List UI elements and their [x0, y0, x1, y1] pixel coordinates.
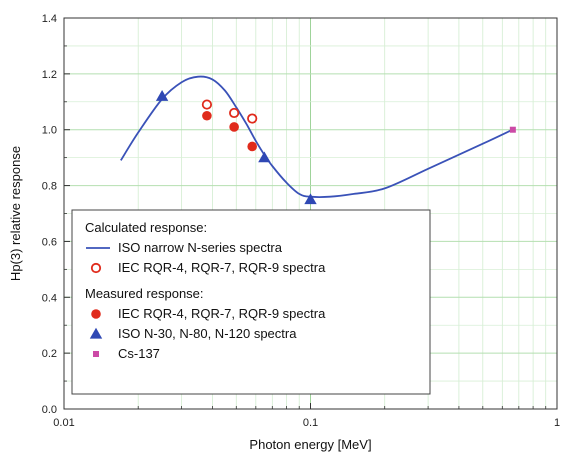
legend-label: ISO N-30, N-80, N-120 spectra	[118, 326, 297, 341]
x-tick-label: 0.1	[303, 417, 318, 429]
axis-ticks: 0.01 0.1 1 0.0 0.2 0.4 0.6 0.8 1.0 1.2 1.4	[42, 13, 560, 429]
legend-symbol	[93, 351, 99, 357]
legend-symbol	[91, 309, 101, 319]
y-tick-label: 0.6	[42, 236, 57, 248]
legend-heading: Calculated response:	[85, 220, 207, 235]
data-point	[304, 193, 317, 205]
series-layer	[120, 75, 516, 205]
legend-heading: Measured response:	[85, 286, 204, 301]
axis-titles: Photon energy [MeV] Hp(3) relative respo…	[8, 146, 372, 452]
legend-symbol	[90, 262, 102, 274]
data-point	[155, 90, 169, 101]
legend-symbol	[89, 327, 103, 339]
series-iec-calc	[201, 99, 258, 124]
series-cs137	[509, 126, 516, 133]
series-iso-meas	[155, 90, 317, 205]
x-axis-title: Photon energy [MeV]	[249, 437, 371, 452]
x-tick-label: 0.01	[53, 417, 74, 429]
y-tick-label: 1.0	[42, 125, 57, 137]
legend-label: ISO narrow N-series spectra	[118, 240, 283, 255]
x-tick-label: 1	[554, 417, 560, 429]
legend-box	[71, 209, 431, 395]
data-point	[247, 141, 257, 152]
legend: Calculated response: ISO narrow N-series …	[71, 209, 431, 395]
y-axis-title: Hp(3) relative response	[8, 146, 23, 281]
data-point	[229, 107, 240, 119]
data-point	[258, 151, 271, 163]
legend-label: Cs-137	[118, 346, 160, 361]
series-iec-meas	[202, 110, 257, 152]
data-point	[247, 113, 258, 124]
y-tick-label: 1.2	[42, 69, 57, 81]
y-tick-label: 0.4	[42, 292, 57, 304]
legend-label: IEC RQR-4, RQR-7, RQR-9 spectra	[118, 306, 326, 321]
data-point	[509, 126, 516, 133]
y-tick-label: 0.0	[42, 404, 57, 416]
data-point	[201, 99, 213, 110]
data-point	[202, 110, 212, 121]
y-tick-label: 0.8	[42, 181, 57, 193]
data-point	[229, 122, 239, 132]
y-tick-label: 1.4	[42, 13, 57, 25]
y-tick-label: 0.2	[42, 348, 57, 360]
legend-label: IEC RQR-4, RQR-7, RQR-9 spectra	[118, 260, 326, 275]
